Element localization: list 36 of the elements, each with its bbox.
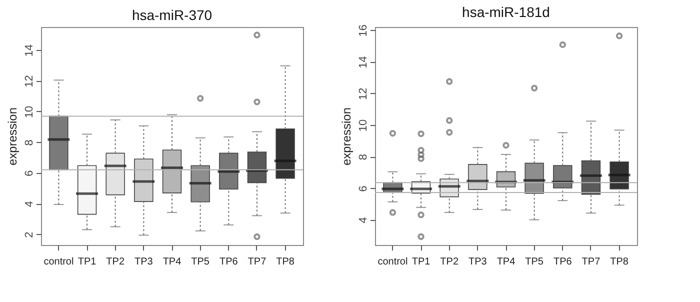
x-tick-label: TP6 (219, 256, 238, 268)
y-tick-label: 16 (358, 24, 370, 37)
y-tick-label: 14 (358, 56, 370, 68)
x-tick-label: TP1 (412, 256, 431, 268)
y-tick-label: 2 (24, 232, 36, 238)
x-tick-label: TP8 (610, 256, 629, 268)
y-tick-label: 6 (358, 186, 370, 192)
x-tick-label: TP5 (525, 256, 544, 268)
x-tick-label: TP5 (191, 256, 210, 268)
x-tick-label: control (44, 256, 74, 268)
y-tick-label: 8 (358, 154, 370, 160)
x-tick-label: TP7 (582, 256, 601, 268)
y-tick-label: 10 (358, 119, 370, 132)
y-tick-label: 6 (24, 170, 36, 176)
x-tick-label: TP3 (468, 256, 488, 268)
x-tick-label: TP6 (553, 256, 572, 268)
y-tick-label: 4 (358, 217, 370, 224)
x-tick-label: control (378, 256, 408, 268)
y-tick-label: 14 (24, 44, 36, 57)
chart-title: hsa-miR-370 (132, 7, 212, 23)
y-tick-label: 12 (24, 75, 36, 88)
x-tick-label: TP4 (496, 256, 516, 268)
y-tick-label: 8 (24, 140, 36, 146)
y-tick-label: 10 (24, 106, 36, 118)
y-axis-title: expression (340, 107, 354, 166)
chart-title: hsa-miR-181d (462, 4, 550, 20)
x-tick-label: TP2 (106, 256, 125, 268)
x-tick-label: TP2 (440, 256, 459, 268)
x-tick-label: TP3 (134, 256, 154, 268)
x-tick-label: TP4 (162, 256, 182, 268)
x-tick-label: TP7 (248, 256, 267, 268)
x-tick-label: TP1 (78, 256, 97, 268)
x-tick-label: TP8 (276, 256, 295, 268)
y-tick-label: 4 (24, 200, 36, 208)
y-tick-label: 12 (358, 88, 370, 100)
y-axis-title: expression (6, 107, 20, 166)
